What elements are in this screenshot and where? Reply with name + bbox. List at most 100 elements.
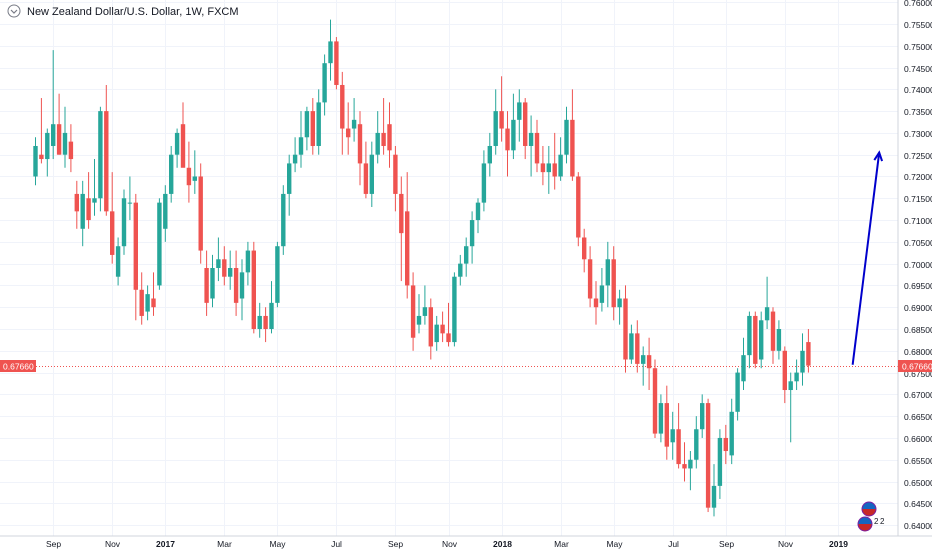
candle xyxy=(440,311,445,343)
candle xyxy=(540,145,546,186)
candle-body xyxy=(694,429,699,460)
candle xyxy=(782,346,787,404)
candle xyxy=(169,145,174,203)
candle-body xyxy=(806,342,811,366)
candle xyxy=(458,254,463,286)
candle xyxy=(180,102,186,168)
candle-body xyxy=(788,381,793,391)
candle xyxy=(806,329,811,373)
candle xyxy=(369,141,374,207)
candle-body xyxy=(794,372,799,382)
candle-body xyxy=(629,333,634,360)
candle-body xyxy=(688,459,693,469)
candle-body xyxy=(334,41,339,85)
candle-body xyxy=(216,259,221,268)
candle-body xyxy=(68,141,74,160)
candle xyxy=(676,403,681,469)
candle-body xyxy=(405,211,410,286)
candle-body xyxy=(33,145,38,177)
candle-body xyxy=(747,315,752,356)
candle-body xyxy=(428,307,433,347)
candle xyxy=(794,359,799,391)
candle-body xyxy=(564,119,569,155)
candle xyxy=(357,111,363,186)
candle xyxy=(452,272,457,347)
y-tick-label: 0.74500 xyxy=(904,64,932,74)
candle xyxy=(688,451,693,491)
candle xyxy=(717,429,723,499)
y-tick-label: 0.71000 xyxy=(904,216,932,226)
candle xyxy=(493,89,498,155)
candle xyxy=(121,189,127,255)
candle xyxy=(617,289,622,325)
candle-body xyxy=(104,111,109,212)
candle xyxy=(711,464,717,517)
current-price-labels: 0.67660 0.67660 xyxy=(0,360,932,372)
candle-body xyxy=(723,437,728,452)
candle xyxy=(251,241,256,334)
candle-body xyxy=(729,411,734,456)
candle-body xyxy=(658,403,664,434)
chart-title-block: New Zealand Dollar/U.S. Dollar, 1W, FXCM xyxy=(7,4,239,18)
candle-body xyxy=(652,368,658,434)
x-tick-label: May xyxy=(269,539,286,549)
y-tick-label: 0.69500 xyxy=(904,281,932,291)
candle-body xyxy=(440,324,445,334)
y-tick-label: 0.69000 xyxy=(904,303,932,313)
y-tick-label: 0.66000 xyxy=(904,434,932,444)
candle-body xyxy=(387,124,392,151)
candle-body xyxy=(56,124,62,155)
candle-body xyxy=(62,132,68,155)
candle-body xyxy=(776,329,782,351)
y-tick-label: 0.74000 xyxy=(904,85,932,95)
candle-body xyxy=(222,259,227,277)
candle xyxy=(564,106,569,164)
x-tick-label: 2019 xyxy=(829,539,848,549)
candle xyxy=(759,311,764,369)
x-tick-label: Sep xyxy=(388,539,403,549)
candle xyxy=(399,176,404,282)
candle xyxy=(694,416,699,469)
candle-body xyxy=(487,145,492,164)
candle xyxy=(646,337,652,391)
candle xyxy=(228,250,233,290)
candle xyxy=(269,281,274,334)
candle-body xyxy=(517,102,522,120)
candle xyxy=(381,98,386,155)
candle-body xyxy=(753,315,758,364)
candle xyxy=(753,311,758,369)
y-tick-label: 0.67000 xyxy=(904,390,932,400)
candle-body xyxy=(363,163,369,194)
candle xyxy=(582,228,587,273)
candle xyxy=(664,385,669,460)
candle-body xyxy=(80,193,85,229)
candle xyxy=(776,320,782,360)
candle-body xyxy=(51,124,56,146)
candle xyxy=(405,172,410,299)
candle xyxy=(174,128,180,168)
candle xyxy=(322,54,327,116)
candle-body xyxy=(446,333,451,343)
y-tick-label: 0.66500 xyxy=(904,412,932,422)
y-tick-label: 0.72500 xyxy=(904,151,932,161)
candle-body xyxy=(682,464,687,469)
candle-body xyxy=(641,355,646,364)
candle-body xyxy=(186,167,192,186)
candle xyxy=(310,98,315,155)
candle xyxy=(723,424,728,465)
current-price-label-right: 0.67660 xyxy=(902,362,932,372)
candle-body xyxy=(157,202,162,286)
y-tick-label: 0.68500 xyxy=(904,325,932,335)
candle-body xyxy=(434,324,439,343)
candle-body xyxy=(316,102,321,146)
candle-body xyxy=(481,163,487,203)
candle xyxy=(682,442,687,482)
candle xyxy=(416,294,422,334)
y-tick-label: 0.64500 xyxy=(904,499,932,509)
candle-body xyxy=(552,163,557,177)
candle xyxy=(287,154,292,216)
nz-flag-icon xyxy=(861,501,877,517)
collapse-circle-icon[interactable] xyxy=(7,4,21,18)
current-price-label-right-bg xyxy=(898,360,932,372)
candle-body xyxy=(759,320,764,360)
